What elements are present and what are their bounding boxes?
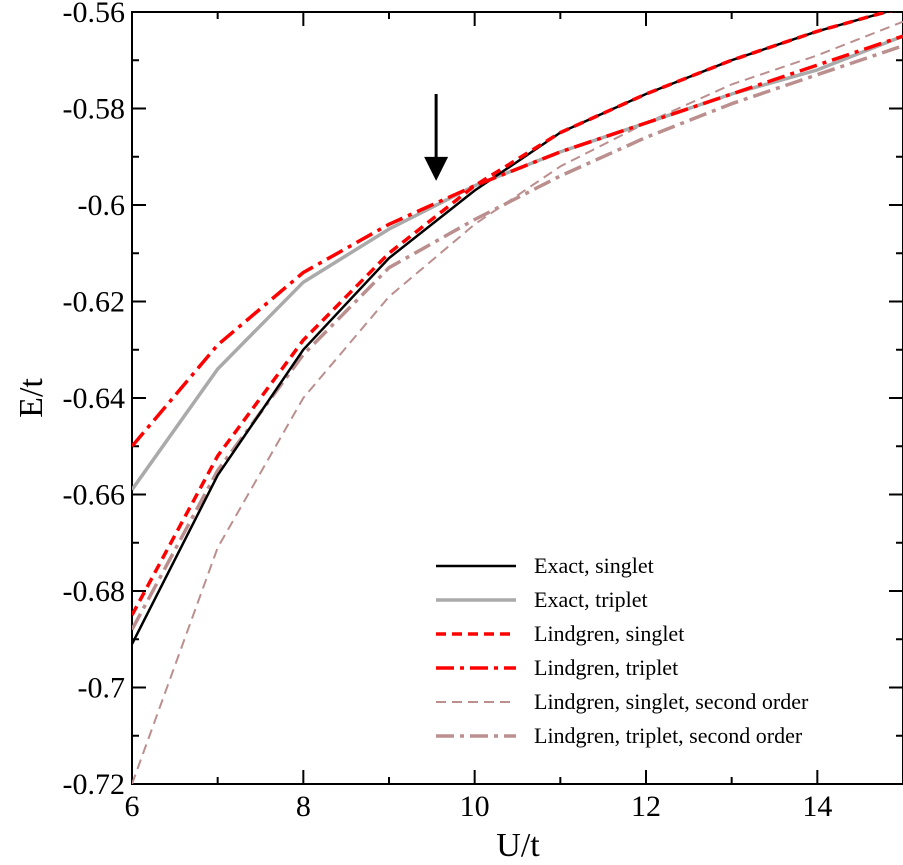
x-axis-ticks: 6 8 10 12 14 bbox=[125, 12, 832, 823]
x-tick-label: 10 bbox=[460, 790, 490, 823]
x-tick-label: 8 bbox=[296, 790, 311, 823]
y-tick-label: -0.62 bbox=[63, 286, 126, 319]
y-tick-label: -0.7 bbox=[78, 672, 126, 705]
x-tick-label: 14 bbox=[802, 790, 832, 823]
arrow-head bbox=[424, 156, 449, 181]
plot-frame bbox=[131, 11, 903, 785]
y-tick-label: -0.72 bbox=[63, 768, 126, 801]
legend-label: Exact, triplet bbox=[534, 587, 648, 612]
legend-label: Exact, singlet bbox=[534, 553, 654, 578]
annotations bbox=[424, 94, 449, 181]
series-line bbox=[132, 12, 891, 645]
y-tick-label: -0.68 bbox=[63, 575, 126, 608]
legend-label: Lindgren, singlet, second order bbox=[534, 689, 809, 714]
y-tick-label: -0.66 bbox=[63, 479, 126, 512]
series-line bbox=[132, 34, 903, 491]
y-axis-title: E/t bbox=[13, 378, 50, 418]
series-line bbox=[132, 34, 903, 448]
legend-label: Lindgren, triplet, second order bbox=[534, 723, 803, 748]
series-lines bbox=[132, 12, 903, 784]
y-tick-label: -0.6 bbox=[78, 189, 126, 222]
x-tick-label: 6 bbox=[125, 790, 140, 823]
x-axis-title: U/t bbox=[496, 827, 540, 864]
y-tick-label: -0.58 bbox=[63, 93, 126, 126]
series-line bbox=[132, 12, 893, 616]
legend-label: Lindgren, triplet bbox=[534, 655, 678, 680]
legend: Exact, singlet Exact, triplet Lindgren, si… bbox=[436, 553, 809, 748]
y-tick-label: -0.64 bbox=[63, 382, 126, 415]
y-tick-label: -0.56 bbox=[63, 0, 126, 29]
y-axis-ticks: -0.72 -0.7 -0.68 -0.66 -0.64 -0.62 -0.6 -0.58 -0… bbox=[63, 0, 903, 801]
series-line bbox=[132, 20, 903, 784]
legend-label: Lindgren, singlet bbox=[534, 621, 684, 646]
x-tick-label: 12 bbox=[631, 790, 661, 823]
